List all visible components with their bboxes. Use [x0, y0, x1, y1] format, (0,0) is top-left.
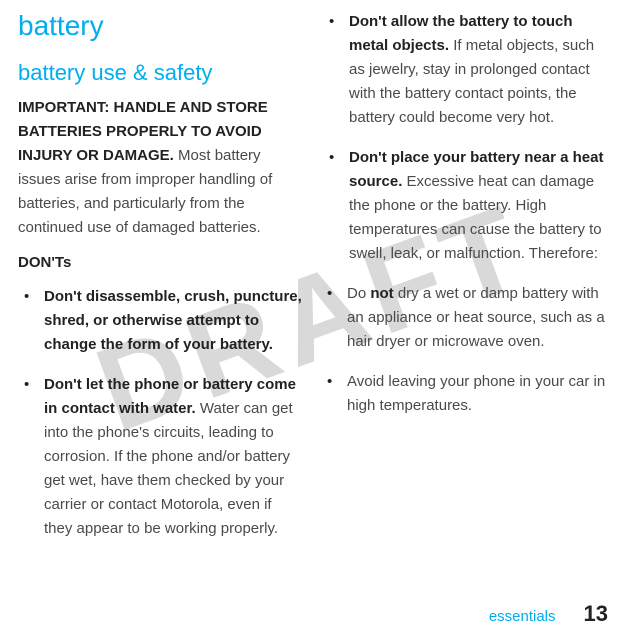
list-item: Avoid leaving your phone in your car in … — [347, 370, 608, 418]
bullet-pre: Do — [347, 285, 370, 302]
list-item: Don't let the phone or battery come in c… — [44, 373, 303, 541]
list-item: Don't disassemble, crush, puncture, shre… — [44, 285, 303, 357]
donts-heading: DON'Ts — [18, 254, 303, 271]
page-title: battery — [18, 10, 303, 42]
section-subtitle: battery use & safety — [18, 60, 303, 86]
bullet-bold: Don't disassemble, crush, puncture, shre… — [44, 288, 302, 353]
right-bullet-list: Don't allow the battery to touch metal o… — [323, 10, 608, 266]
bullet-bold: not — [370, 285, 393, 302]
bullet-rest: Avoid leaving your phone in your car in … — [347, 373, 605, 414]
nested-bullet-list: Do not dry a wet or damp battery with an… — [323, 282, 608, 418]
page-content: battery battery use & safety IMPORTANT: … — [0, 0, 626, 557]
page-number: 13 — [584, 601, 608, 627]
right-column: Don't allow the battery to touch metal o… — [323, 10, 608, 557]
intro-paragraph: IMPORTANT: HANDLE AND STORE BATTERIES PR… — [18, 96, 303, 240]
page-footer: essentials 13 — [489, 601, 608, 627]
left-column: battery battery use & safety IMPORTANT: … — [18, 10, 303, 557]
footer-section-label: essentials — [489, 608, 556, 625]
list-item: Do not dry a wet or damp battery with an… — [347, 282, 608, 354]
list-item: Don't place your battery near a heat sou… — [349, 146, 608, 266]
list-item: Don't allow the battery to touch metal o… — [349, 10, 608, 130]
left-bullet-list: Don't disassemble, crush, puncture, shre… — [18, 285, 303, 541]
bullet-rest: Water can get into the phone's circuits,… — [44, 400, 293, 537]
